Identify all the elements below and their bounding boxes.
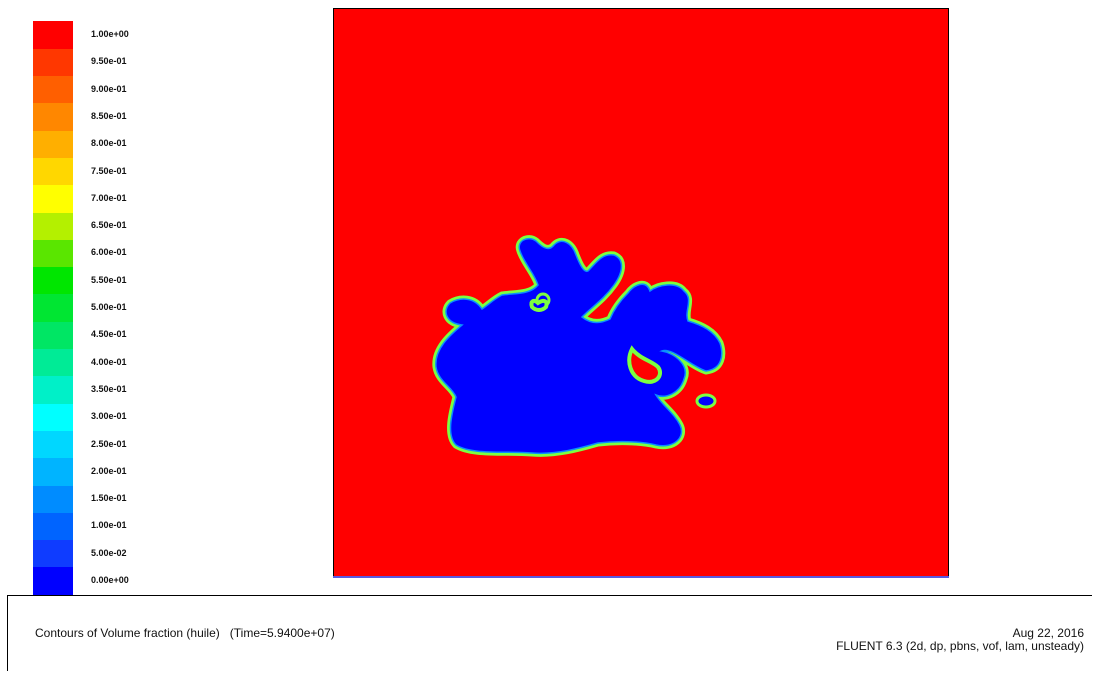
colorbar-tick-label: 2.00e-01 [91, 465, 127, 476]
plot-bottom-edge [333, 576, 949, 578]
colorbar-swatch [33, 403, 73, 431]
colorbar-tick-label: 3.00e-01 [91, 411, 127, 422]
colorbar-tick-label: 1.00e-01 [91, 520, 127, 531]
time-label: (Time=5.9400e+07) [229, 626, 335, 640]
colorbar-tick-label: 1.00e+00 [91, 29, 129, 39]
colorbar-swatch [33, 567, 73, 595]
colorbar-tick-label: 9.00e-01 [91, 83, 127, 94]
colorbar-swatch [33, 130, 73, 158]
colorbar-legend: 0.00e+00 5.00e-02 1.00e-01 1.50e-01 2.00e-01… [33, 21, 183, 595]
interface-contour [627, 345, 663, 384]
colorbar-swatch [33, 212, 73, 240]
colorbar-tick-label: 8.50e-01 [91, 110, 127, 121]
colorbar-swatch [33, 266, 73, 295]
colorbar-tick-label: 5.00e-02 [91, 547, 127, 558]
colorbar-swatch [33, 239, 73, 268]
colorbar-swatch [33, 430, 73, 459]
colorbar-tick-label: 6.00e-01 [91, 247, 127, 258]
interface-contour [529, 298, 549, 312]
colorbar-tick-label: 3.50e-01 [91, 383, 127, 394]
colorbar-swatch [33, 75, 73, 104]
colorbar-tick-label: 5.50e-01 [91, 274, 127, 285]
colorbar-tick-label: 6.50e-01 [91, 220, 127, 231]
colorbar-swatch [33, 21, 73, 49]
contour-plot [333, 8, 949, 578]
solver-info: FLUENT 6.3 (2d, dp, pbns, vof, lam, unst… [836, 639, 1084, 653]
info-panel: Contours of Volume fraction (huile) (Tim… [7, 595, 1092, 671]
colorbar-tick-label: 7.50e-01 [91, 165, 127, 176]
colorbar-swatch [33, 102, 73, 131]
colorbar-swatch [33, 485, 73, 513]
title-text: Contours of Volume fraction (huile) [35, 626, 220, 640]
colorbar-swatch [33, 539, 73, 568]
water-phase-blob [432, 235, 726, 457]
colorbar-tick-label: 4.50e-01 [91, 329, 127, 340]
colorbar-swatch [33, 321, 73, 350]
colorbar-tick-label: 7.00e-01 [91, 192, 127, 203]
colorbar-swatch [33, 184, 73, 213]
colorbar-tick-label: 5.00e-01 [91, 302, 127, 312]
droplet [695, 393, 717, 409]
colorbar-tick-label: 8.00e-01 [91, 138, 127, 149]
colorbar-swatch [33, 457, 73, 486]
colorbar-swatch [33, 157, 73, 186]
colorbar-tick-label: 0.00e+00 [91, 575, 129, 585]
colorbar-swatch [33, 375, 73, 404]
water-region [435, 237, 723, 455]
colorbar-tick-label: 9.50e-01 [91, 56, 127, 67]
colorbar-tick-label: 4.00e-01 [91, 356, 127, 367]
plot-date: Aug 22, 2016 [1012, 626, 1084, 640]
colorbar-swatch [33, 512, 73, 541]
contour-field [334, 9, 948, 577]
colorbar-swatch [33, 294, 73, 322]
plot-title: Contours of Volume fraction (huile) (Tim… [35, 626, 335, 640]
colorbar-swatch [33, 48, 73, 77]
colorbar-swatch [33, 348, 73, 377]
colorbar-tick-label: 2.50e-01 [91, 438, 127, 449]
colorbar-tick-label: 1.50e-01 [91, 493, 127, 504]
